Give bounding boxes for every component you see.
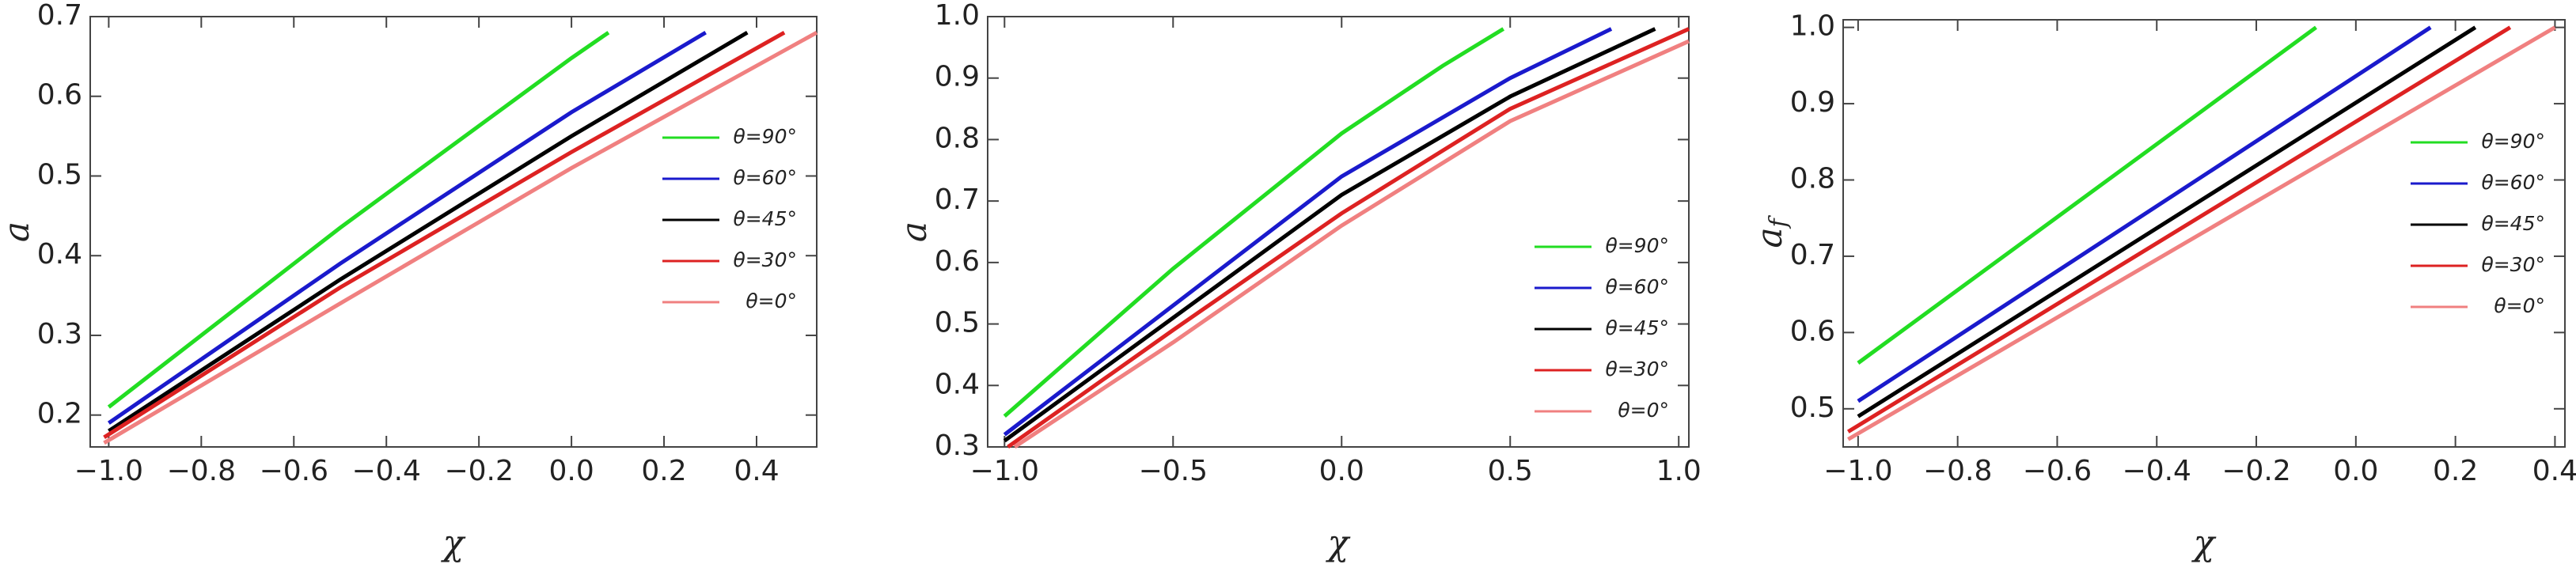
legend-label: θ=45° (2481, 212, 2545, 235)
x-tick-label: −0.4 (2123, 455, 2191, 487)
series-line (1857, 25, 2317, 365)
y-tick-label: 0.5 (1790, 392, 1835, 424)
x-axis-label: χ (1326, 524, 1351, 564)
legend-label: θ=30° (733, 248, 797, 271)
series-line (1846, 25, 2512, 433)
y-tick-label: 0.4 (37, 238, 82, 271)
panel: −1.0 −0.5 0.0 0.5 1.0 0.3 0.4 0.5 0.6 0.7 0.8 0.9 1.… (894, 0, 1702, 564)
series-line (1847, 25, 2556, 441)
y-tick-label: 0.5 (935, 307, 980, 339)
x-axis-label: χ (441, 524, 466, 564)
y-tick-label: 0.8 (1790, 163, 1835, 195)
legend-label: θ=0° (1618, 399, 1669, 422)
legend-label: θ=0° (745, 290, 797, 312)
legend-label: θ=0° (2494, 294, 2545, 317)
x-tick-label: 0.0 (1319, 455, 1364, 487)
panel: −1.0 −0.8 −0.6 −0.4 −0.2 0.0 0.2 0.4 0.2 0.3 0.4 0.… (0, 0, 818, 564)
x-tick-label: −0.5 (1139, 455, 1208, 487)
x-tick-label: 1.0 (1656, 455, 1702, 487)
legend-label: θ=90° (2481, 130, 2545, 153)
x-tick-label: −0.8 (1923, 455, 1992, 487)
series-line (107, 30, 707, 425)
legend-label: θ=45° (1605, 316, 1669, 339)
y-label-sub: f (1765, 214, 1793, 229)
y-tick-label: 0.7 (37, 0, 82, 32)
series-line (1013, 39, 1690, 449)
x-tick-label: 0.4 (2532, 455, 2576, 487)
plot-frame (987, 16, 1690, 448)
y-label-main: a (0, 221, 37, 242)
x-tick-label: −1.0 (1823, 455, 1892, 487)
legend-label: θ=60° (2481, 171, 2545, 194)
legend-label: θ=30° (2481, 253, 2545, 276)
y-label-main: a (894, 221, 935, 242)
x-tick-label: −0.8 (167, 455, 236, 487)
legend-label: θ=90° (733, 125, 797, 148)
y-tick-label: 0.7 (935, 184, 980, 216)
y-label-main: a (1750, 227, 1790, 248)
x-tick-label: −0.4 (352, 455, 421, 487)
series-line (1007, 27, 1690, 449)
series-line (103, 30, 786, 440)
plot-frame (1842, 19, 2566, 448)
y-tick-label: 0.5 (37, 158, 82, 191)
y-tick-label: 0.6 (1790, 315, 1835, 347)
y-tick-label: 0.9 (935, 61, 980, 93)
series-line (1003, 27, 1656, 443)
y-tick-label: 0.9 (1790, 86, 1835, 119)
series-line (1003, 27, 1505, 418)
x-tick-label: −1.0 (970, 455, 1039, 487)
series-line (1857, 25, 2477, 418)
series-line (1857, 25, 2432, 403)
series-line (1003, 27, 1613, 437)
y-axis-label: a (894, 221, 935, 242)
series-line (103, 30, 818, 445)
x-tick-label: 0.2 (641, 455, 686, 487)
x-tick-label: 0.0 (2333, 455, 2378, 487)
y-tick-label: 0.3 (935, 430, 980, 462)
x-tick-label: 0.2 (2433, 455, 2478, 487)
x-tick-label: −0.6 (2023, 455, 2092, 487)
series-line (108, 30, 749, 433)
x-tick-label: −0.2 (2221, 455, 2290, 487)
y-tick-label: 1.0 (935, 0, 980, 32)
y-tick-label: 0.8 (935, 122, 980, 154)
legend-label: θ=45° (733, 207, 797, 230)
y-axis-label: af (1750, 214, 1793, 248)
y-tick-label: 0.3 (37, 318, 82, 350)
legend-label: θ=60° (733, 166, 797, 189)
x-tick-label: 0.4 (734, 455, 779, 487)
legend-label: θ=60° (1605, 275, 1669, 298)
plot-frame (89, 16, 818, 448)
legend-label: θ=30° (1605, 358, 1669, 380)
panel: −1.0 −0.8 −0.6 −0.4 −0.2 0.0 0.2 0.4 0.5 0.6 0.7 0.… (1750, 10, 2576, 564)
x-tick-label: 0.0 (548, 455, 594, 487)
y-tick-label: 0.6 (935, 245, 980, 278)
y-tick-label: 1.0 (1790, 10, 1835, 43)
y-tick-label: 0.7 (1790, 239, 1835, 271)
x-tick-label: −0.6 (260, 455, 328, 487)
legend-label: θ=90° (1605, 234, 1669, 257)
x-tick-label: −1.0 (74, 455, 143, 487)
series-line (107, 31, 610, 409)
y-tick-label: 0.2 (37, 398, 82, 430)
y-axis-label: a (0, 221, 37, 242)
x-axis-label: χ (2191, 524, 2217, 564)
x-tick-label: 0.5 (1488, 455, 1533, 487)
y-tick-label: 0.6 (37, 79, 82, 112)
y-tick-label: 0.4 (935, 368, 980, 400)
x-tick-label: −0.2 (444, 455, 513, 487)
